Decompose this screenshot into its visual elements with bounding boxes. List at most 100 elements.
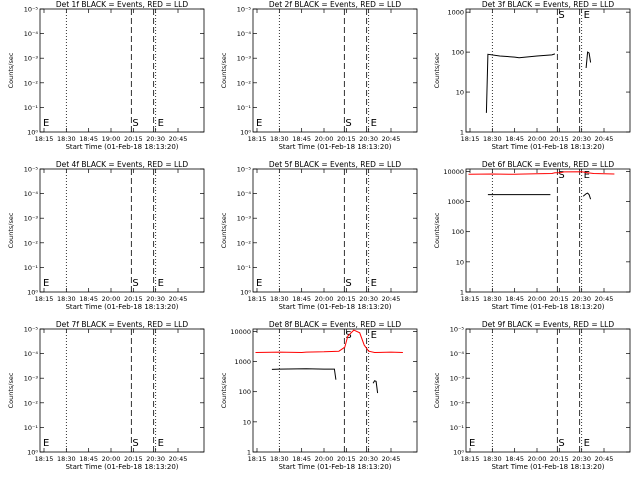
y-tick-label: 10000	[230, 328, 251, 336]
plot-frame	[39, 168, 205, 293]
x-axis-label: Start Time (01-Feb-18 18:13:20)	[278, 463, 391, 471]
plot-frame	[252, 328, 418, 453]
y-tick-label: 10⁻¹	[237, 264, 252, 272]
panel-title: Det 8f BLACK = Events, RED = LLD	[269, 320, 402, 329]
event-rate-line	[485, 53, 556, 113]
y-tick-label: 1	[460, 129, 464, 137]
y-tick-label: 10⁻⁵	[237, 166, 252, 174]
x-axis-label: Start Time (01-Feb-18 18:13:20)	[491, 143, 604, 151]
x-tick-label: 18:15	[461, 135, 480, 143]
event-rate-line	[271, 368, 337, 380]
y-tick-label: 10	[456, 258, 464, 266]
panel-det-5: Det 5f BLACK = Events, RED = LLD 10⁰ 10⁻¹ 1…	[220, 160, 418, 311]
marker-letter-end: E	[469, 438, 475, 449]
marker-letter-start: S	[558, 170, 564, 181]
x-tick-label: 20:30	[359, 135, 378, 143]
marker-letter-end: E	[43, 278, 49, 289]
x-tick-label: 18:30	[57, 135, 76, 143]
y-tick-label: 10⁻³	[237, 55, 252, 63]
y-tick-label: 10⁰	[27, 449, 38, 457]
marker-letter-end: E	[256, 278, 262, 289]
x-tick-label: 20:30	[359, 295, 378, 303]
panel-title: Det 9f BLACK = Events, RED = LLD	[482, 320, 615, 329]
x-tick-label: 20:45	[169, 135, 188, 143]
y-tick-label: 1000	[234, 358, 251, 366]
panel-det-2: Det 2f BLACK = Events, RED = LLD 10⁰ 10⁻¹ 1…	[220, 0, 418, 151]
plot-frame	[39, 328, 205, 453]
x-tick-label: 18:30	[270, 295, 289, 303]
x-tick-label: 18:45	[79, 295, 98, 303]
y-tick-label: 10⁻¹	[237, 104, 252, 112]
y-tick-label: 10⁰	[453, 449, 464, 457]
marker-letter-start: S	[132, 278, 138, 289]
x-tick-label: 20:00	[528, 135, 547, 143]
x-tick-label: 20:45	[169, 455, 188, 463]
y-tick-label: 10⁻⁵	[24, 166, 39, 174]
y-tick-label: 10⁻²	[237, 239, 252, 247]
y-tick-label: 100	[452, 49, 464, 57]
y-tick-label: 10⁻¹	[450, 424, 465, 432]
y-axis-label: Counts/sec	[433, 52, 441, 88]
x-tick-label: 20:15	[337, 135, 356, 143]
marker-letter-start: S	[132, 118, 138, 129]
panel-det-7: Det 7f BLACK = Events, RED = LLD 10⁰ 10⁻¹ 1…	[7, 320, 205, 471]
x-tick-label: 18:15	[461, 295, 480, 303]
x-tick-label: 20:30	[572, 135, 591, 143]
y-tick-label: 10⁻¹	[24, 424, 39, 432]
x-tick-label: 18:30	[483, 295, 502, 303]
y-axis-label: Counts/sec	[220, 372, 228, 408]
y-tick-label: 10⁻³	[237, 215, 252, 223]
y-axis-label: Counts/sec	[7, 212, 15, 248]
y-tick-label: 1000	[447, 198, 464, 206]
x-tick-label: 18:45	[292, 135, 311, 143]
marker-letter-end: E	[158, 438, 164, 449]
y-tick-label: 10⁰	[27, 129, 38, 137]
marker-letter-end: E	[371, 330, 377, 341]
x-tick-label: 20:00	[102, 455, 121, 463]
x-axis-label: Start Time (01-Feb-18 18:13:20)	[65, 463, 178, 471]
x-tick-label: 20:15	[124, 455, 143, 463]
panel-det-4: Det 4f BLACK = Events, RED = LLD 10⁰ 10⁻¹ 1…	[7, 160, 205, 311]
x-tick-label: 20:45	[595, 135, 614, 143]
panel-title: Det 3f BLACK = Events, RED = LLD	[482, 0, 615, 9]
y-tick-label: 10	[243, 418, 251, 426]
x-tick-label: 20:45	[595, 455, 614, 463]
plot-frame	[252, 168, 418, 293]
x-tick-label: 20:00	[315, 455, 334, 463]
x-tick-label: 18:30	[57, 455, 76, 463]
y-axis-label: Counts/sec	[433, 372, 441, 408]
y-tick-label: 100	[452, 228, 464, 236]
y-tick-label: 10⁻²	[24, 399, 39, 407]
y-axis-label: Counts/sec	[220, 52, 228, 88]
marker-letter-end: E	[158, 118, 164, 129]
y-tick-label: 10⁻²	[24, 79, 39, 87]
x-tick-label: 18:15	[248, 455, 267, 463]
x-tick-label: 18:30	[57, 295, 76, 303]
x-tick-label: 20:00	[315, 295, 334, 303]
plot-frame	[465, 8, 631, 133]
x-axis-label: Start Time (01-Feb-18 18:13:20)	[65, 303, 178, 311]
y-tick-label: 1	[247, 449, 251, 457]
marker-letter-end: E	[43, 438, 49, 449]
x-tick-label: 18:15	[35, 135, 54, 143]
panel-title: Det 2f BLACK = Events, RED = LLD	[269, 0, 402, 9]
y-tick-label: 10⁻⁴	[237, 190, 252, 198]
panel-det-9: Det 9f BLACK = Events, RED = LLD 10⁰ 10⁻¹ 1…	[433, 320, 631, 471]
y-tick-label: 10⁻⁵	[24, 6, 39, 14]
panel-det-6: Det 6f BLACK = Events, RED = LLD 1 10 100 10…	[433, 160, 631, 311]
x-tick-label: 18:15	[35, 455, 54, 463]
y-tick-label: 10⁻³	[24, 55, 39, 63]
y-tick-label: 10⁻⁴	[237, 30, 252, 38]
x-tick-label: 18:30	[483, 455, 502, 463]
x-tick-label: 18:15	[248, 135, 267, 143]
x-tick-label: 20:45	[382, 295, 401, 303]
x-tick-label: 20:15	[124, 135, 143, 143]
x-tick-label: 18:45	[79, 455, 98, 463]
plot-frame	[39, 8, 205, 133]
y-tick-label: 10⁻⁴	[24, 350, 39, 358]
x-tick-label: 18:45	[505, 135, 524, 143]
x-tick-label: 20:45	[382, 135, 401, 143]
x-tick-label: 18:30	[270, 455, 289, 463]
y-tick-label: 100	[239, 388, 251, 396]
